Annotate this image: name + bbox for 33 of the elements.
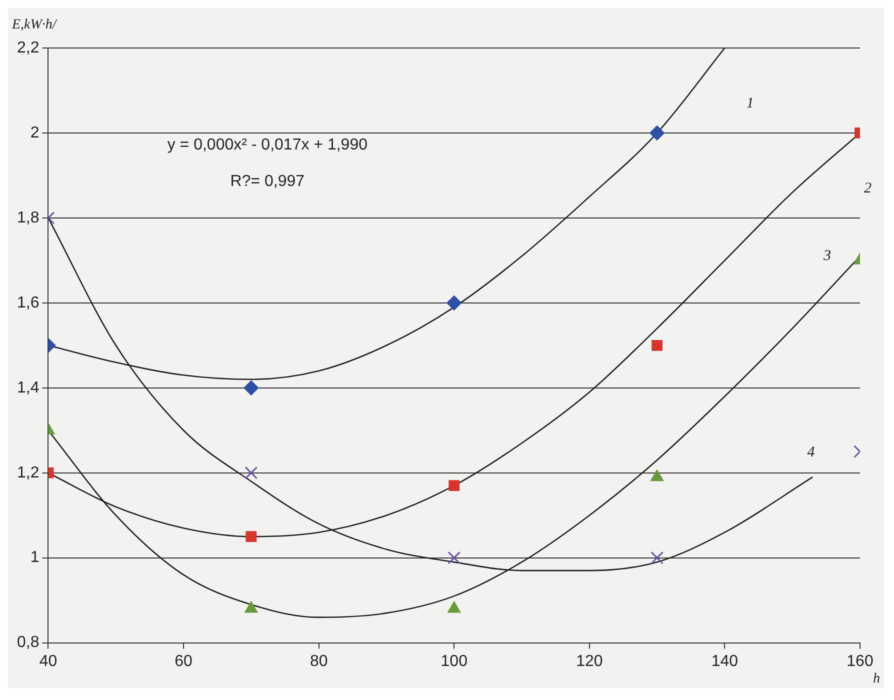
y-tick-label: 1,2: [16, 464, 40, 482]
y-tick-label: 1,8: [16, 209, 40, 226]
annotation: 3: [822, 248, 831, 264]
x-tick-label: 100: [440, 652, 468, 670]
point: [650, 551, 664, 564]
y-tick-label: 0,8: [16, 634, 40, 652]
point: [650, 470, 664, 482]
annotation: 4: [807, 444, 816, 460]
point: [652, 340, 663, 351]
x-tick-label: 160: [846, 652, 874, 670]
x-tick-label: 140: [711, 652, 738, 670]
point: [244, 380, 259, 396]
y-tick-label: 1,4: [16, 379, 40, 396]
point: [448, 480, 460, 492]
point: [246, 531, 257, 542]
x-axis-title: h: [873, 672, 880, 687]
annotation: y = 0,000x² - 0,017x + 1,990: [167, 136, 368, 154]
point: [244, 466, 258, 480]
point: [650, 125, 665, 140]
x-tick-label: 40: [39, 652, 58, 670]
x-tick-label: 120: [576, 652, 603, 670]
annotation: R?= 0,997: [230, 173, 305, 190]
annotation: 1: [746, 95, 754, 112]
y-axis-title: E,kW·h/: [11, 18, 58, 33]
point: [446, 295, 462, 310]
point: [448, 551, 461, 564]
x-tick-label: 60: [174, 652, 193, 670]
y-tick-label: 2: [30, 124, 40, 142]
text: 2: [864, 180, 872, 196]
y-tick-label: 1: [30, 549, 40, 566]
x-tick-label: 80: [310, 652, 328, 670]
y-tick-label: 1,6: [16, 294, 40, 312]
y-tick-label: 2,2: [16, 39, 40, 56]
